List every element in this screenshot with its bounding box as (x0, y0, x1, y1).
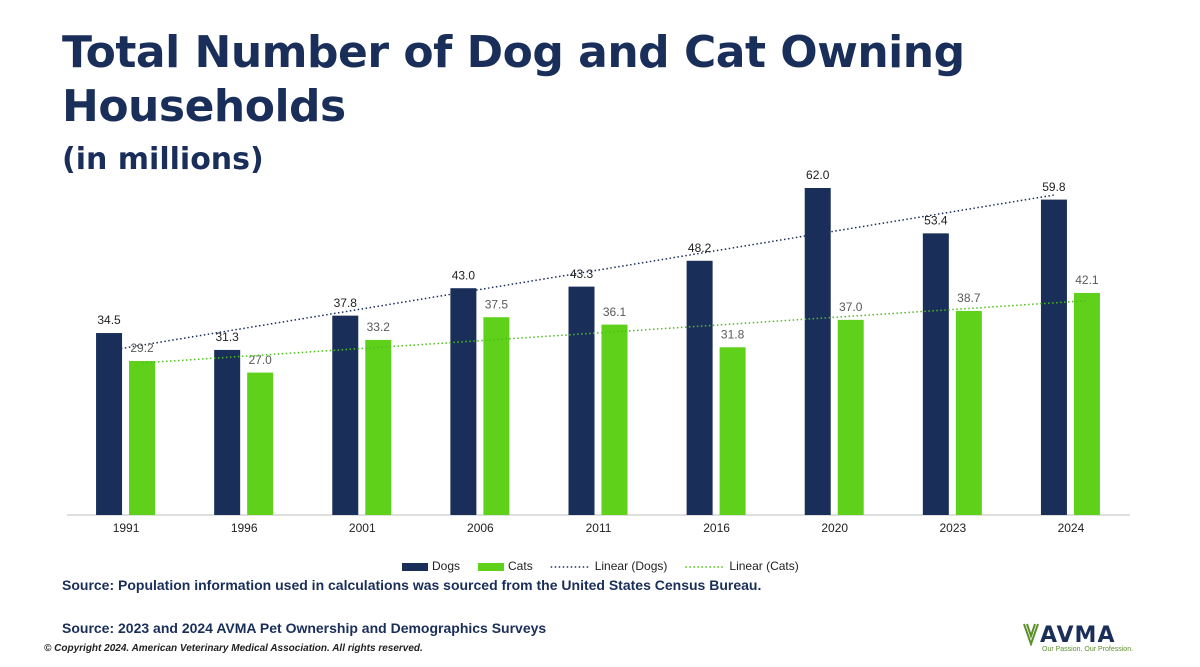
x-tick-label: 1996 (231, 521, 258, 535)
value-label: 36.1 (603, 305, 627, 319)
value-label: 42.1 (1075, 273, 1099, 287)
value-label: 31.8 (721, 327, 745, 341)
legend-label: Cats (508, 559, 533, 573)
legend-swatch (402, 563, 428, 571)
source-note: Source: 2023 and 2024 AVMA Pet Ownership… (62, 620, 547, 636)
source-note: Source: Population information used in c… (62, 577, 762, 593)
bar (365, 339, 392, 515)
trendline (142, 299, 1087, 364)
value-label: 43.0 (452, 268, 476, 282)
value-label: 37.0 (839, 300, 863, 314)
bar (686, 260, 713, 515)
logo: AVMA Our Passion. Our Profession. (1022, 620, 1133, 653)
bar (719, 347, 746, 515)
logo-name: AVMA (1040, 623, 1116, 648)
x-tick-label: 2011 (586, 521, 612, 535)
legend-swatch (478, 563, 505, 571)
bar (214, 349, 241, 515)
bar (1040, 199, 1067, 516)
value-label: 43.3 (570, 267, 594, 281)
value-label: 59.8 (1042, 180, 1066, 194)
value-label: 34.5 (97, 313, 121, 327)
value-label: 33.2 (367, 320, 391, 334)
value-label: 27.0 (248, 353, 272, 367)
slide-subtitle: (in millions) (62, 142, 264, 177)
slide-title: Total Number of Dog and Cat Owning House… (62, 27, 965, 132)
chart: 1991 1996 2001 2006 2011 2016 2020 2023 2024 34.5… (67, 168, 1130, 573)
bar (332, 315, 359, 515)
x-tick-label: 2016 (703, 521, 730, 535)
copyright: © Copyright 2024. American Veterinary Me… (44, 643, 423, 654)
bar (96, 333, 123, 515)
legend-label: Linear (Dogs) (595, 559, 668, 573)
bar (483, 317, 510, 515)
bar (922, 233, 949, 515)
value-label: 31.3 (215, 330, 239, 344)
bar (129, 360, 156, 515)
value-label: 38.7 (957, 291, 981, 305)
x-tick-label: 2023 (939, 521, 966, 535)
bar (601, 324, 628, 515)
x-tick-label: 2001 (349, 521, 376, 535)
value-label: 37.5 (485, 297, 509, 311)
value-label: 48.2 (688, 241, 712, 255)
logo-tagline: Our Passion. Our Profession. (1042, 646, 1134, 653)
bar (837, 319, 864, 515)
x-tick-label: 2020 (821, 521, 848, 535)
value-label: 53.4 (924, 214, 948, 228)
x-tick-label: 1991 (113, 521, 140, 535)
value-label: 62.0 (806, 168, 830, 182)
x-tick-label: 2024 (1058, 521, 1085, 535)
x-tick-label: 2006 (467, 521, 494, 535)
bar (568, 286, 595, 515)
legend-label: Linear (Cats) (729, 559, 798, 573)
bar (1073, 292, 1100, 515)
bar (450, 288, 477, 515)
bar (804, 188, 831, 515)
bar (955, 310, 982, 515)
legend-label: Dogs (432, 559, 460, 573)
logo-icon (1023, 623, 1039, 648)
value-label: 29.2 (130, 341, 154, 355)
value-label: 37.8 (334, 296, 358, 310)
bar (247, 372, 274, 515)
